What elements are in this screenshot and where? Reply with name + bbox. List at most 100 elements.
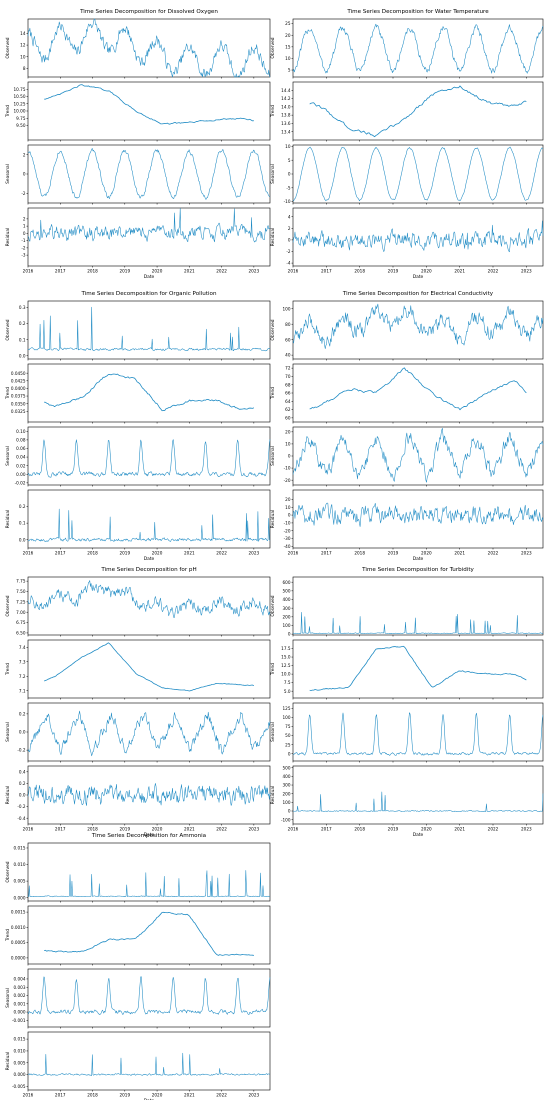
y-tick-label: 0.0375 bbox=[11, 394, 26, 399]
y-tick-label: 5 bbox=[288, 68, 291, 73]
x-axis-label: Date bbox=[144, 274, 155, 280]
y-tick-label: 10.75 bbox=[14, 87, 26, 92]
ammonia-panel: Time Series Decomposition for Ammonia 0.0… bbox=[5, 833, 271, 1100]
x-tick-label: 2018 bbox=[87, 827, 98, 832]
y-tick-label: 12.5 bbox=[281, 663, 291, 668]
x-tick-label: 2022 bbox=[216, 1093, 227, 1098]
axes-frame bbox=[27, 1031, 271, 1091]
y-axis-label: Residual bbox=[5, 786, 11, 805]
y-axis-label: Observed bbox=[5, 861, 11, 882]
y-tick-label: 400 bbox=[283, 774, 291, 779]
x-tick-label: 2018 bbox=[87, 1093, 98, 1098]
y-tick-label: 7.00 bbox=[16, 610, 26, 615]
x-axis-label: Date bbox=[413, 556, 424, 562]
y-tick-label: -10 bbox=[284, 199, 291, 204]
x-axis-label: Date bbox=[413, 274, 424, 280]
y-tick-label: 25 bbox=[285, 21, 291, 26]
y-tick-label: 200 bbox=[283, 791, 291, 796]
y-tick-label: 0.005 bbox=[14, 879, 26, 884]
y-tick-label: 0.2 bbox=[19, 504, 26, 509]
axes-frame bbox=[27, 300, 271, 360]
electrical-conductivity-seasonal-line bbox=[292, 427, 544, 483]
y-tick-label: 0.3 bbox=[19, 305, 26, 310]
x-tick-label: 2021 bbox=[184, 1093, 195, 1098]
y-tick-label: -30 bbox=[284, 536, 291, 541]
y-tick-label: 0.0425 bbox=[11, 378, 26, 383]
y-tick-label: 10 bbox=[285, 442, 291, 447]
y-tick-label: 0.08 bbox=[16, 437, 26, 442]
ammonia-residual-line bbox=[27, 1052, 271, 1076]
y-tick-label: 0.002 bbox=[14, 993, 26, 998]
x-tick-label: 2016 bbox=[288, 269, 299, 274]
water-temperature-observed-axes: 5 10 15 20 25 Observed bbox=[270, 18, 544, 79]
electrical-conductivity-observed-line bbox=[292, 303, 544, 349]
y-tick-label: 0.000 bbox=[14, 895, 26, 900]
axes-frame bbox=[27, 576, 271, 636]
ammonia-seasonal-line bbox=[27, 976, 271, 1015]
x-tick-label: 2019 bbox=[119, 827, 130, 832]
x-axis-label: Date bbox=[413, 832, 424, 838]
y-tick-label: 10 bbox=[285, 144, 291, 149]
y-tick-label: 7.50 bbox=[16, 589, 26, 594]
x-axis-label: Date bbox=[144, 556, 155, 562]
y-tick-label: 7.5 bbox=[284, 680, 291, 685]
x-tick-label: 2022 bbox=[216, 269, 227, 274]
dissolved-oxygen-seasonal-axes: -2 0 2 Seasonal bbox=[5, 144, 271, 205]
axes-frame bbox=[27, 18, 271, 78]
y-tick-label: -0.005 bbox=[12, 1084, 26, 1089]
x-tick-label: 2018 bbox=[354, 827, 365, 832]
y-axis-label: Residual bbox=[270, 786, 276, 805]
y-axis-label: Seasonal bbox=[5, 722, 11, 742]
y-tick-label: 0.004 bbox=[14, 977, 26, 982]
y-tick-label: 0.0 bbox=[19, 730, 26, 735]
y-tick-label: 10.25 bbox=[14, 101, 26, 106]
x-tick-label: 2019 bbox=[388, 827, 399, 832]
axes-frame bbox=[27, 363, 271, 423]
y-tick-label: 0.015 bbox=[14, 846, 26, 851]
y-tick-label: 2 bbox=[23, 152, 26, 157]
x-tick-label: 2023 bbox=[249, 551, 260, 556]
dissolved-oxygen-title: Time Series Decomposition for Dissolved … bbox=[79, 9, 218, 15]
y-tick-label: 64 bbox=[285, 399, 291, 404]
y-axis-label: Seasonal bbox=[270, 446, 276, 466]
y-tick-label: 20 bbox=[285, 429, 291, 434]
x-tick-label: 2019 bbox=[388, 269, 399, 274]
y-axis-label: Seasonal bbox=[5, 164, 11, 184]
y-axis-label: Seasonal bbox=[270, 164, 276, 184]
y-tick-label: -0.2 bbox=[17, 804, 26, 809]
y-tick-label: -0.4 bbox=[17, 816, 26, 821]
y-tick-label: 0.06 bbox=[16, 446, 26, 451]
y-tick-label: -10 bbox=[284, 466, 291, 471]
water-temperature-residual-axes: -4 -2 0 2 4 Residual 2016 2017 2018 2019 2020 2021 2… bbox=[270, 207, 544, 274]
y-tick-label: 7.4 bbox=[19, 645, 26, 650]
x-tick-label: 2020 bbox=[152, 1093, 163, 1098]
y-tick-label: 300 bbox=[283, 606, 291, 611]
x-axis-label: Date bbox=[144, 1098, 155, 1100]
y-axis-label: Residual bbox=[5, 510, 11, 529]
y-tick-label: 10 bbox=[20, 54, 26, 59]
y-tick-label: 10.0 bbox=[281, 672, 291, 677]
y-axis-label: Observed bbox=[270, 595, 276, 616]
ph-residual-axes: -0.4 -0.2 0.0 0.2 0.4 Residual 2016 2017 2018 201… bbox=[5, 765, 271, 832]
x-tick-label: 2023 bbox=[521, 827, 532, 832]
y-tick-label: 7.3 bbox=[19, 659, 26, 664]
y-axis-label: Seasonal bbox=[5, 446, 11, 466]
x-tick-label: 2019 bbox=[119, 551, 130, 556]
y-tick-label: 17.5 bbox=[281, 646, 291, 651]
y-tick-label: 14 bbox=[20, 31, 26, 36]
y-tick-label: -20 bbox=[284, 528, 291, 533]
y-axis-label: Seasonal bbox=[270, 722, 276, 742]
y-tick-label: 8 bbox=[23, 66, 26, 71]
ammonia-seasonal-axes: -0.001 0.000 0.001 0.002 0.003 0.004 Seasonal bbox=[5, 968, 271, 1029]
y-tick-label: -40 bbox=[284, 544, 291, 549]
organic-pollution-residual-line bbox=[27, 508, 271, 542]
y-tick-label: 12 bbox=[20, 43, 26, 48]
y-tick-label: 0.02 bbox=[16, 463, 26, 468]
y-tick-label: 0.000 bbox=[14, 1010, 26, 1015]
axes-frame bbox=[27, 842, 271, 902]
x-tick-label: 2021 bbox=[184, 269, 195, 274]
x-tick-label: 2018 bbox=[87, 269, 98, 274]
y-tick-label: 6.75 bbox=[16, 620, 26, 625]
x-tick-label: 2020 bbox=[421, 827, 432, 832]
y-tick-label: -2 bbox=[21, 245, 26, 250]
